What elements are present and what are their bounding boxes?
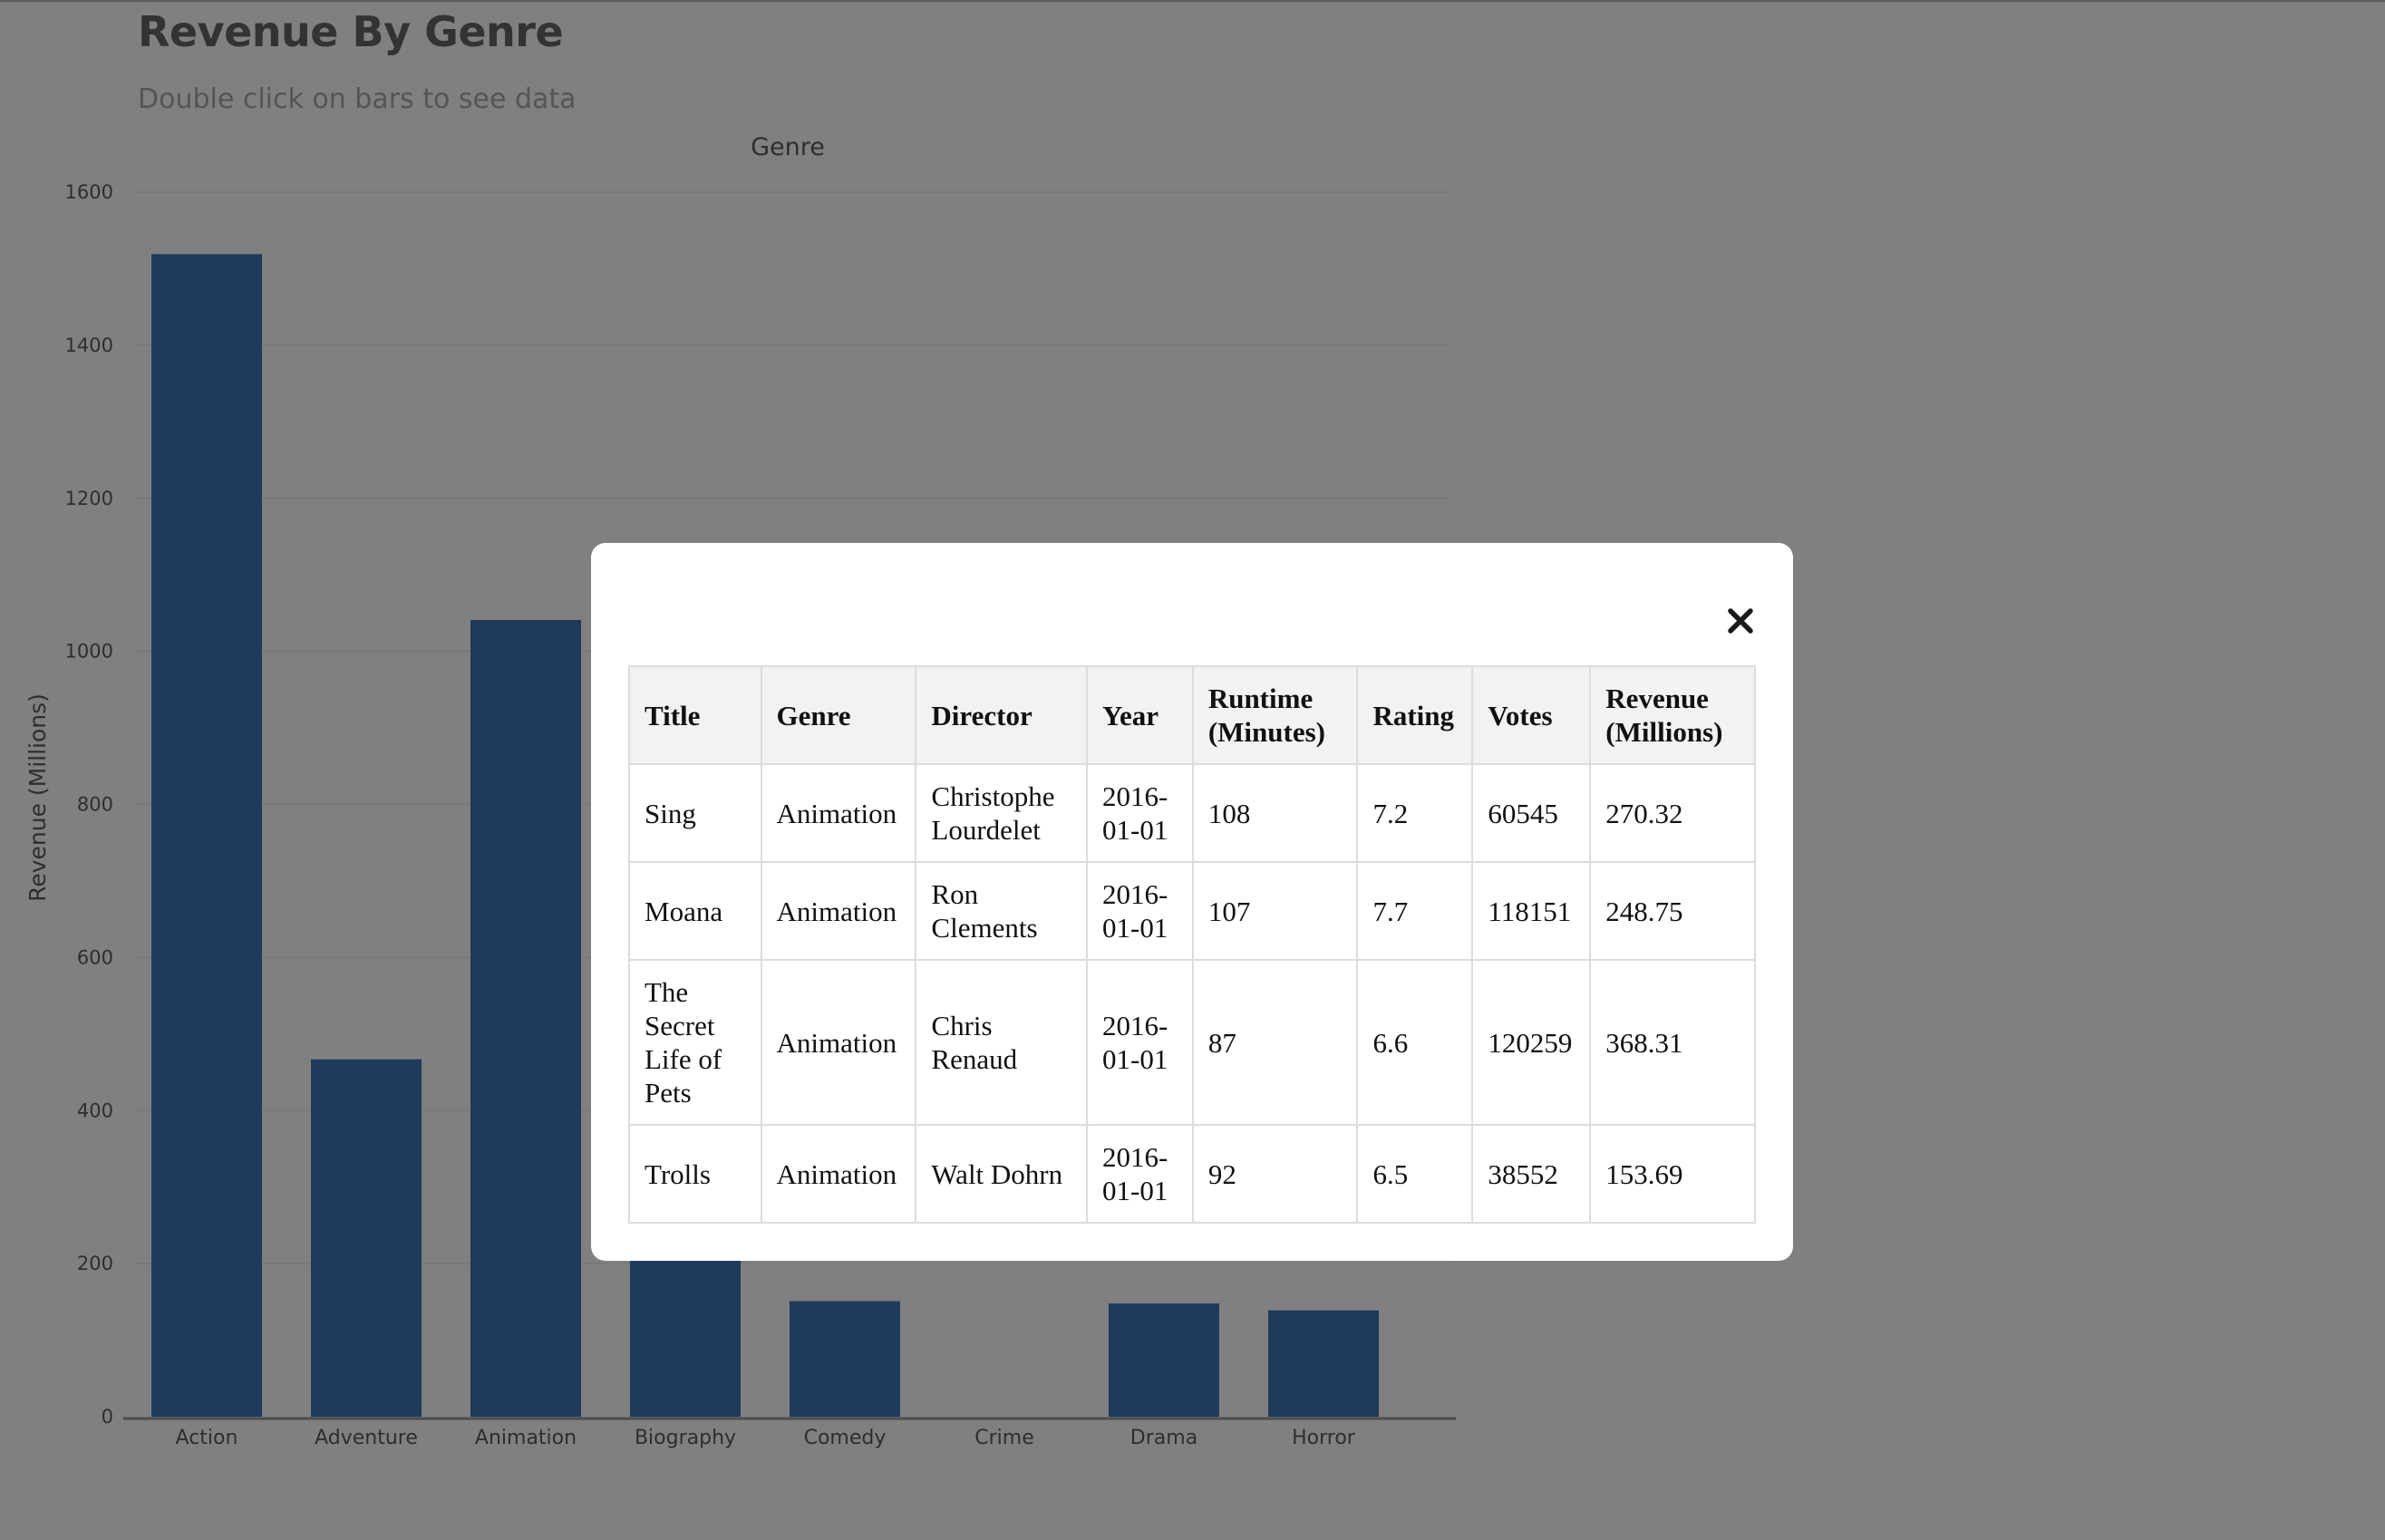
column-header-rating: Rating: [1356, 665, 1474, 765]
column-header-title: Title: [628, 665, 762, 765]
table-row: Trolls Animation Walt Dohrn 2016-01-01 9…: [628, 1124, 1756, 1224]
cell-genre: Animation: [760, 861, 917, 961]
cell-revenue: 270.32: [1589, 763, 1756, 863]
bar-comedy[interactable]: [790, 1301, 900, 1417]
cell-title: Moana: [628, 861, 762, 961]
cell-votes: 118151: [1471, 861, 1592, 961]
y-tick-label: 800: [77, 794, 113, 816]
y-tick-label: 1000: [65, 641, 113, 663]
x-tick-label: Action: [176, 1427, 238, 1449]
chart-title: Genre: [751, 133, 825, 161]
cell-director: Christophe Lourdelet: [915, 763, 1089, 863]
cell-runtime: 87: [1191, 959, 1359, 1126]
bar-horror[interactable]: [1268, 1310, 1379, 1417]
cell-year: 2016-01-01: [1086, 959, 1194, 1126]
column-header-runtime: Runtime (Minutes): [1191, 665, 1359, 765]
y-tick-label: 600: [77, 946, 113, 968]
table-row: The Secret Life of Pets Animation Chris …: [628, 959, 1756, 1126]
cell-revenue: 153.69: [1589, 1124, 1756, 1224]
cell-rating: 7.2: [1356, 763, 1474, 863]
column-header-genre: Genre: [760, 665, 917, 765]
bar-adventure[interactable]: [311, 1059, 422, 1417]
column-header-votes: Votes: [1471, 665, 1592, 765]
page-subtitle: Double click on bars to see data: [138, 83, 577, 115]
cell-revenue: 368.31: [1589, 959, 1756, 1126]
cell-rating: 6.6: [1356, 959, 1474, 1126]
cell-year: 2016-01-01: [1086, 861, 1194, 961]
cell-votes: 60545: [1471, 763, 1592, 863]
cell-year: 2016-01-01: [1086, 763, 1194, 863]
bar-biography[interactable]: [630, 1259, 741, 1417]
table-row: Moana Animation Ron Clements 2016-01-01 …: [628, 861, 1756, 961]
y-tick-label: 400: [77, 1099, 113, 1121]
x-tick-label: Comedy: [804, 1427, 887, 1449]
x-tick-label: Adventure: [315, 1427, 418, 1449]
bar-animation[interactable]: [470, 620, 581, 1417]
cell-votes: 120259: [1471, 959, 1592, 1126]
cell-director: Walt Dohrn: [915, 1124, 1089, 1224]
y-tick-label: 1200: [65, 488, 113, 509]
data-modal: Title Genre Director Year Runtime (Minut…: [591, 543, 1793, 1261]
cell-genre: Animation: [760, 763, 917, 863]
cell-title: The Secret Life of Pets: [628, 959, 762, 1126]
close-button[interactable]: [1721, 601, 1760, 641]
cell-votes: 38552: [1471, 1124, 1592, 1224]
y-tick-label: 0: [102, 1406, 113, 1428]
cell-runtime: 92: [1191, 1124, 1359, 1224]
table-row: Sing Animation Christophe Lourdelet 2016…: [628, 763, 1756, 863]
cell-genre: Animation: [760, 959, 917, 1126]
close-icon: [1728, 608, 1753, 634]
y-tick-label: 200: [77, 1253, 113, 1274]
cell-year: 2016-01-01: [1086, 1124, 1194, 1224]
cell-title: Trolls: [628, 1124, 762, 1224]
bar-drama[interactable]: [1109, 1303, 1219, 1417]
y-tick-label: 1400: [65, 334, 113, 356]
page-title: Revenue By Genre: [138, 7, 564, 56]
x-tick-label: Animation: [475, 1427, 577, 1449]
column-header-revenue: Revenue (Millions): [1589, 665, 1756, 765]
column-header-director: Director: [915, 665, 1089, 765]
bar-action[interactable]: [151, 254, 262, 1417]
cell-runtime: 107: [1191, 861, 1359, 961]
x-tick-label: Horror: [1292, 1427, 1356, 1449]
cell-director: Ron Clements: [915, 861, 1089, 961]
data-table: Title Genre Director Year Runtime (Minut…: [628, 665, 1756, 1224]
cell-title: Sing: [628, 763, 762, 863]
cell-rating: 7.7: [1356, 861, 1474, 961]
y-tick-label: 1600: [65, 181, 113, 203]
x-tick-label: Crime: [974, 1427, 1033, 1449]
x-tick-label: Biography: [635, 1427, 736, 1449]
cell-rating: 6.5: [1356, 1124, 1474, 1224]
cell-revenue: 248.75: [1589, 861, 1756, 961]
x-tick-label: Drama: [1130, 1427, 1197, 1449]
column-header-year: Year: [1086, 665, 1194, 765]
cell-genre: Animation: [760, 1124, 917, 1224]
y-axis-label: Revenue (Millions): [24, 693, 51, 902]
cell-director: Chris Renaud: [915, 959, 1089, 1126]
cell-runtime: 108: [1191, 763, 1359, 863]
table-header-row: Title Genre Director Year Runtime (Minut…: [628, 665, 1756, 765]
